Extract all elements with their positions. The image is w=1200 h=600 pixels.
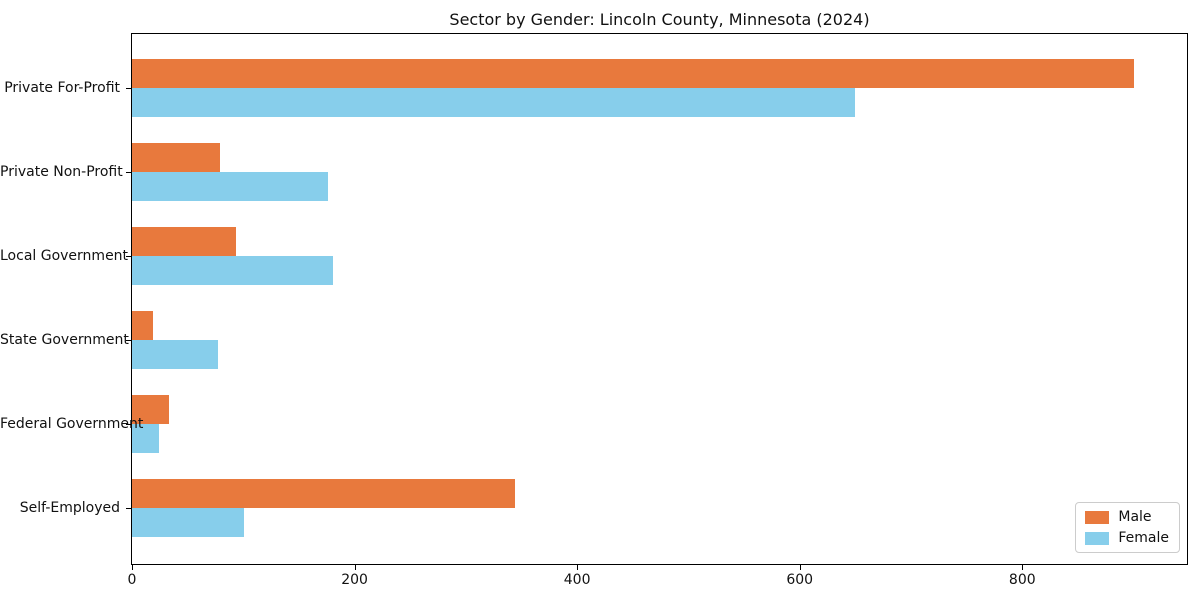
ytick-label-state-government: State Government <box>0 332 129 348</box>
ytick-mark <box>126 340 131 341</box>
xtick-mark <box>799 565 801 570</box>
ytick-label-federal-government: Federal Government <box>0 416 144 432</box>
legend-swatch-female <box>1085 531 1110 545</box>
ytick-mark <box>126 88 131 89</box>
bar-male-federal-government <box>132 395 169 424</box>
xtick-mark <box>132 565 133 570</box>
bar-female-local-government <box>132 256 334 285</box>
ytick-label-private-non-profit: Private Non-Profit <box>0 164 123 180</box>
ytick-mark <box>126 256 131 257</box>
legend-label-female: Female <box>1118 530 1169 546</box>
bar-male-local-government <box>132 227 236 256</box>
ytick-mark <box>126 424 131 425</box>
xtick-mark <box>577 565 579 570</box>
bar-female-private-non-profit <box>132 172 328 201</box>
xtick-label-200: 200 <box>341 572 368 588</box>
bar-female-self-employed <box>132 508 245 537</box>
xtick-mark <box>354 565 356 570</box>
bar-male-private-non-profit <box>132 143 220 172</box>
legend-item-male: Male <box>1085 510 1169 524</box>
ytick-label-private-for-profit: Private For-Profit <box>4 80 120 96</box>
bar-female-state-government <box>132 340 218 369</box>
plot-area: Male Female <box>131 33 1188 565</box>
xtick-label-0: 0 <box>127 572 137 588</box>
bar-female-private-for-profit <box>132 88 856 117</box>
bar-male-state-government <box>132 311 154 340</box>
bar-female-federal-government <box>132 424 159 453</box>
ytick-mark <box>126 508 131 509</box>
ytick-label-self-employed: Self-Employed <box>19 500 120 516</box>
chart-title: Sector by Gender: Lincoln County, Minnes… <box>449 10 870 29</box>
legend-swatch-male <box>1085 510 1110 524</box>
xtick-label-600: 600 <box>786 572 814 588</box>
ytick-label-local-government: Local Government <box>0 248 129 264</box>
legend-item-female: Female <box>1085 531 1169 545</box>
legend-label-male: Male <box>1118 509 1152 525</box>
xtick-label-800: 800 <box>1008 572 1036 588</box>
legend: Male Female <box>1075 502 1180 553</box>
xtick-label-400: 400 <box>563 572 591 588</box>
bar-male-private-for-profit <box>132 59 1134 88</box>
ytick-mark <box>126 172 131 173</box>
bar-male-self-employed <box>132 479 515 508</box>
xtick-mark <box>1022 565 1024 570</box>
